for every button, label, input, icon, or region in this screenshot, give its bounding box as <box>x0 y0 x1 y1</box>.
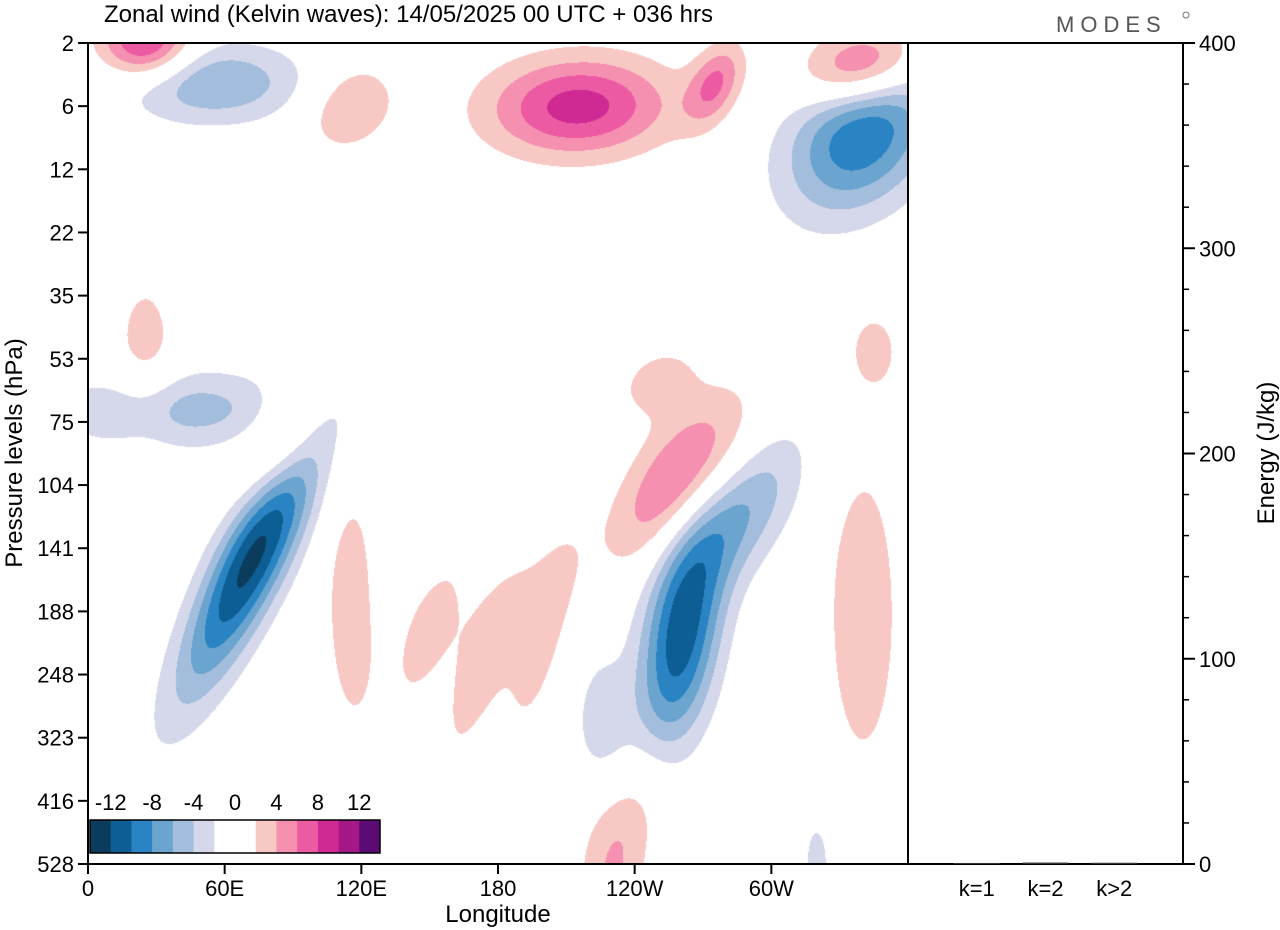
colorbar-swatch <box>193 820 215 853</box>
y-tick-label: 323 <box>37 726 74 751</box>
y-tick-label: 528 <box>37 852 74 877</box>
energy-tick-label: 400 <box>1199 31 1236 56</box>
energy-bar <box>953 862 1000 864</box>
colorbar-swatch <box>297 820 319 853</box>
colorbar-swatch <box>255 820 277 853</box>
colorbar-tick-label: 4 <box>270 790 282 815</box>
x-axis-label: Longitude <box>445 901 550 928</box>
y-axis-label: Pressure levels (hPa) <box>1 338 28 567</box>
heatmap-field <box>88 43 908 864</box>
y-tick-label: 22 <box>50 220 74 245</box>
y-tick-label: 12 <box>50 157 74 182</box>
energy-axis-label: Energy (J/kg) <box>1253 382 1280 525</box>
colorbar-swatch <box>90 820 112 853</box>
colorbar-tick-label: -4 <box>184 790 204 815</box>
colorbar-tick-label: 12 <box>347 790 371 815</box>
energy-tick-label: 0 <box>1199 852 1211 877</box>
energy-category-label: k=2 <box>1027 876 1063 901</box>
y-tick-label: 141 <box>37 536 74 561</box>
x-tick-label: 120W <box>606 876 664 901</box>
x-tick-label: 180 <box>480 876 517 901</box>
colorbar-legend: -12 -8 -4 0 4 8 12 <box>89 790 381 854</box>
energy-tick-label: 100 <box>1199 647 1236 672</box>
x-tick-label: 60E <box>205 876 244 901</box>
colorbar-tick-label: 0 <box>229 790 241 815</box>
energy-tick-label: 200 <box>1199 442 1236 467</box>
colorbar-swatch <box>131 820 153 853</box>
energy-tick-label: 300 <box>1199 236 1236 261</box>
x-tick-label: 0 <box>82 876 94 901</box>
colorbar-swatch <box>317 820 339 853</box>
heatmap-raster <box>88 43 908 864</box>
colorbar-swatch <box>172 820 194 853</box>
energy-panel: 0 100 200 300 400 k=1 k=2 k>2 <box>907 31 1236 901</box>
energy-bar <box>1022 862 1069 864</box>
y-tick-label: 6 <box>62 94 74 119</box>
y-tick-label: 2 <box>62 31 74 56</box>
colorbar-swatch <box>110 820 132 853</box>
y-tick-label: 104 <box>37 473 74 498</box>
colorbar-swatch <box>235 820 257 853</box>
energy-category-label: k>2 <box>1096 876 1132 901</box>
colorbar-swatch <box>276 820 298 853</box>
colorbar-tick-label: -8 <box>142 790 162 815</box>
y-tick-label: 35 <box>50 284 74 309</box>
colorbar-swatch <box>214 820 236 853</box>
y-tick-label: 188 <box>37 599 74 624</box>
y-tick-label: 75 <box>50 410 74 435</box>
colorbar-swatch <box>359 820 381 853</box>
y-tick-label: 248 <box>37 663 74 688</box>
colorbar-swatch <box>338 820 360 853</box>
x-tick-label: 120E <box>336 876 387 901</box>
brand-logo: MODES <box>1056 12 1167 37</box>
energy-frame <box>907 42 1184 865</box>
energy-bar <box>1091 862 1138 864</box>
chart-title: Zonal wind (Kelvin waves): 14/05/2025 00… <box>104 1 713 28</box>
brand-registered-mark <box>1182 11 1190 19</box>
y-tick-label: 416 <box>37 789 74 814</box>
colorbar-frame <box>89 819 381 854</box>
energy-category-label: k=1 <box>959 876 995 901</box>
colorbar-tick-label: 8 <box>312 790 324 815</box>
colorbar-tick-label: -12 <box>95 790 127 815</box>
y-tick-label: 53 <box>50 347 74 372</box>
colorbar-swatch <box>152 820 174 853</box>
x-tick-label: 60W <box>749 876 794 901</box>
